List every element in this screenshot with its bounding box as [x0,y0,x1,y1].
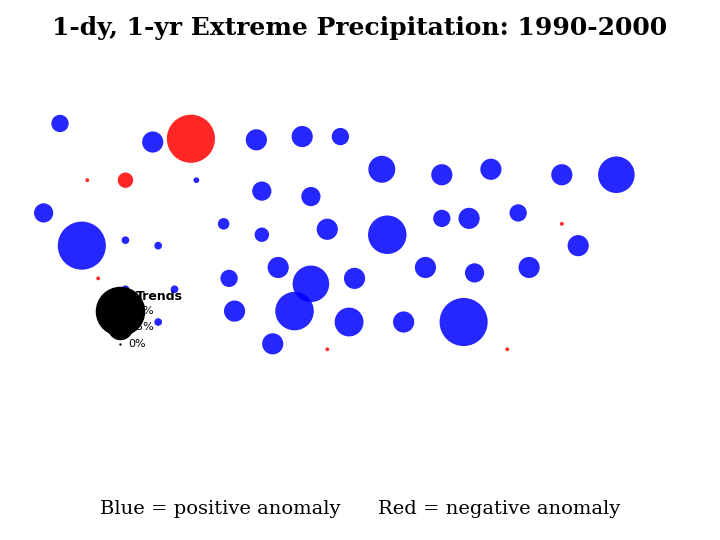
Point [305,280,317,288]
Point [114,323,126,332]
Point [513,208,524,217]
Point [382,231,393,239]
Point [153,318,164,326]
Point [436,214,448,222]
Text: 50%: 50% [129,306,153,316]
Point [611,171,622,179]
Point [420,263,431,272]
Point [289,307,300,315]
Point [343,318,355,326]
Point [168,285,180,294]
Point [272,263,284,272]
Point [120,285,131,294]
Point [267,340,279,348]
Point [114,307,126,315]
Point [218,219,230,228]
Point [54,119,66,128]
Point [502,345,513,354]
Point [398,318,410,326]
Point [120,236,131,245]
Point [256,231,268,239]
Point [147,138,158,146]
Point [297,132,308,141]
Point [376,165,387,173]
Point [436,171,448,179]
Point [229,307,240,315]
Point [469,268,480,277]
Point [185,134,197,143]
Point [523,263,535,272]
Text: Blue = positive anomaly      Red = negative anomaly: Blue = positive anomaly Red = negative a… [100,501,620,518]
Point [92,274,104,283]
Point [335,132,346,141]
Point [322,345,333,354]
Text: Trends: Trends [136,290,184,303]
Point [458,318,469,326]
Text: 25%: 25% [129,322,153,333]
Point [38,208,50,217]
Point [251,136,262,144]
Text: 1-dy, 1-yr Extreme Precipitation: 1990-2000: 1-dy, 1-yr Extreme Precipitation: 1990-2… [53,16,667,40]
Point [114,340,126,348]
Point [348,274,360,283]
Point [322,225,333,234]
Point [120,176,131,185]
Point [485,165,497,173]
Point [572,241,584,250]
Point [464,214,475,222]
Point [81,176,93,185]
Point [556,171,567,179]
Text: 0%: 0% [129,339,146,349]
Point [223,274,235,283]
Point [191,176,202,185]
Point [76,241,88,250]
Point [153,241,164,250]
Point [305,192,317,201]
Point [556,219,567,228]
Point [256,187,268,195]
